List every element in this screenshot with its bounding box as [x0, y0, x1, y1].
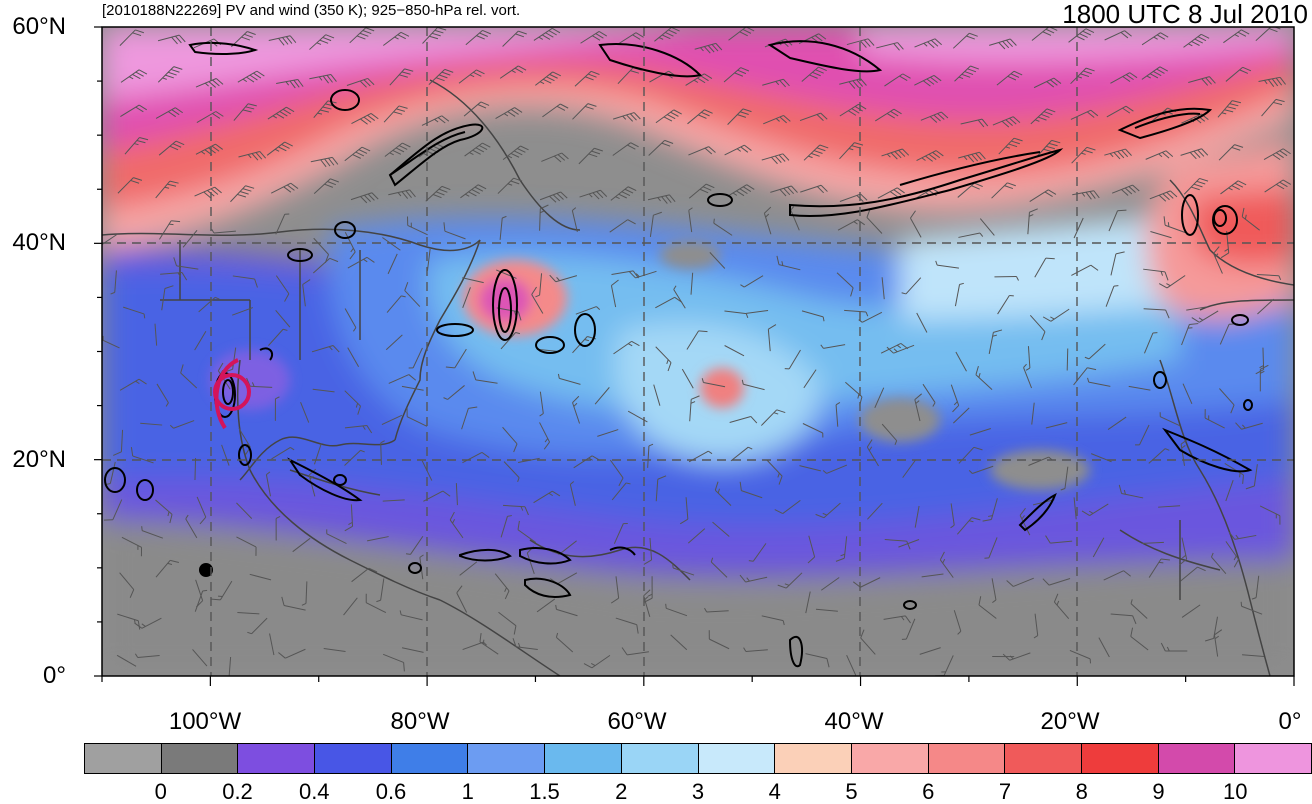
colorbar-swatch: [391, 744, 469, 773]
colorbar-swatch: [928, 744, 1006, 773]
colorbar-swatch: [161, 744, 239, 773]
axis-ticks: [94, 26, 1295, 686]
lat-lon-grid: [102, 27, 1294, 676]
colorbar-swatch: [851, 744, 929, 773]
wind-barbs: [102, 27, 1292, 676]
colorbar-swatch: [315, 744, 392, 773]
pv-wind-map: [94, 26, 1295, 686]
colorbar-label: 7: [998, 779, 1012, 804]
colorbar-swatch: [1235, 744, 1311, 773]
lat-label-eq: 0°: [43, 662, 66, 689]
lon-label-20w: 20°W: [1040, 708, 1100, 735]
colorbar-label: 3: [691, 779, 705, 804]
colorbar-label: 8: [1075, 779, 1088, 804]
colorbar-swatch: [698, 744, 776, 773]
lon-label-0: 0°: [1278, 708, 1302, 735]
lon-label-40w: 40°W: [824, 708, 884, 735]
map-subtitle: [2010188N22269] PV and wind (350 K); 925…: [102, 2, 521, 19]
colorbar-label: 2: [615, 779, 628, 804]
colorbar-swatch: [85, 744, 162, 773]
colorbar-swatch: [1158, 744, 1236, 773]
colorbar-label: 0.2: [222, 779, 253, 804]
colorbar-swatch: [775, 744, 852, 773]
colorbar-label: 0.6: [375, 779, 407, 804]
lon-label-100w: 100°W: [168, 708, 242, 735]
colorbar-swatch: [468, 744, 546, 773]
pv-field: [102, 27, 1294, 676]
colorbar-swatch: [621, 744, 699, 773]
colorbar-swatch: [1005, 744, 1082, 773]
vorticity-contours: [104, 40, 1253, 668]
lon-label-60w: 60°W: [607, 708, 667, 735]
colorbar-label: 1: [461, 779, 474, 804]
storm-marker: [213, 358, 251, 430]
colorbar-label: 4: [768, 779, 781, 804]
pv-colorbar: [84, 743, 1312, 774]
lat-label-20n: 20°N: [12, 446, 66, 473]
colorbar-swatch: [545, 744, 622, 773]
black-dot-marker: [199, 563, 213, 577]
colorbar-label: 10: [1223, 779, 1248, 804]
colorbar-label: 6: [922, 779, 935, 804]
colorbar-label: 0.4: [298, 779, 330, 804]
lat-label-60n: 60°N: [12, 13, 66, 40]
colorbar-swatch: [238, 744, 316, 773]
lat-label-40n: 40°N: [12, 229, 66, 256]
colorbar-label: 9: [1152, 779, 1165, 804]
colorbar-label: 5: [845, 779, 858, 804]
colorbar-label: 1.5: [529, 779, 560, 804]
lon-label-80w: 80°W: [390, 708, 450, 735]
colorbar-label: 0: [154, 779, 167, 804]
map-timestamp: 1800 UTC 8 Jul 2010: [1062, 0, 1308, 29]
colorbar-swatch: [1081, 744, 1159, 773]
